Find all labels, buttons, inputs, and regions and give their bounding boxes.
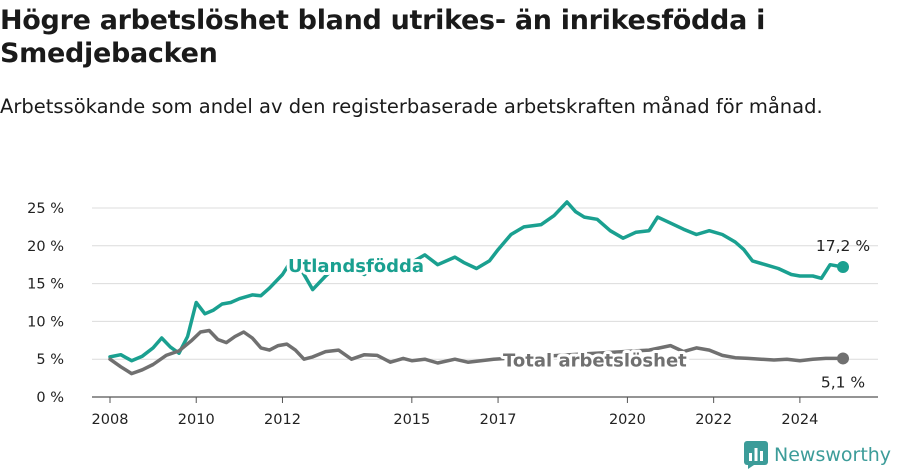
x-tick-label: 2020 [609,412,646,428]
y-tick-label: 20 % [27,239,64,255]
series-lines [108,200,849,376]
utlandsfodda-series-label: Utlandsfödda [288,256,424,277]
utlandsfodda-end-label: 17,2 % [816,237,870,255]
x-tick-label: 2012 [264,412,301,428]
utlandsfodda-end-point [837,260,849,273]
x-tick-label: 2017 [480,412,517,428]
y-tick-label: 5 % [36,352,64,368]
series-labels: 17,2 %5,1 %UtlandsföddaUtlandsföddaTotal… [285,237,870,391]
x-tick-label: 2024 [781,412,818,428]
total-arbetsloshet-series-label: Total arbetslöshet [503,351,687,372]
total-arbetsloshet-line [108,328,845,376]
x-tick-label: 2022 [695,412,732,428]
x-tick-label: 2015 [393,412,430,428]
chart-title: Högre arbetslöshet bland utrikes- än inr… [0,5,766,69]
x-tick-label: 2008 [92,412,129,428]
y-tick-label: 0 % [36,390,64,406]
brand-name: Newsworthy [774,444,892,466]
y-tick-label: 10 % [27,314,64,330]
total-arbetsloshet-end-label: 5,1 % [821,373,865,391]
chart-subtitle: Arbetssökande som andel av den registerb… [0,95,823,118]
y-axis-ticks: 0 % 5 % 10 % 15 % 20 % 25 % [27,201,64,406]
utlandsfodda-line [108,200,845,363]
y-tick-label: 25 % [27,201,64,217]
bar-chart-logo-icon [744,441,768,469]
newsworthy-brand[interactable]: Newsworthy [744,440,891,470]
x-axis: 2008 2010 2012 2015 2017 2020 2022 2024 [92,397,818,428]
total-arbetsloshet-end-point [837,352,849,365]
total-arbetsloshet-series-label-halo: Total arbetslöshet [503,351,687,372]
y-tick-label: 15 % [27,277,64,293]
line-chart: 0 %5 %10 %15 %20 %25 % 2008 2010 2012 2015 2… [27,200,878,428]
gridlines [92,207,878,398]
x-tick-label: 2010 [178,412,215,428]
utlandsfodda-series-label-halo: Utlandsfödda [288,256,424,277]
